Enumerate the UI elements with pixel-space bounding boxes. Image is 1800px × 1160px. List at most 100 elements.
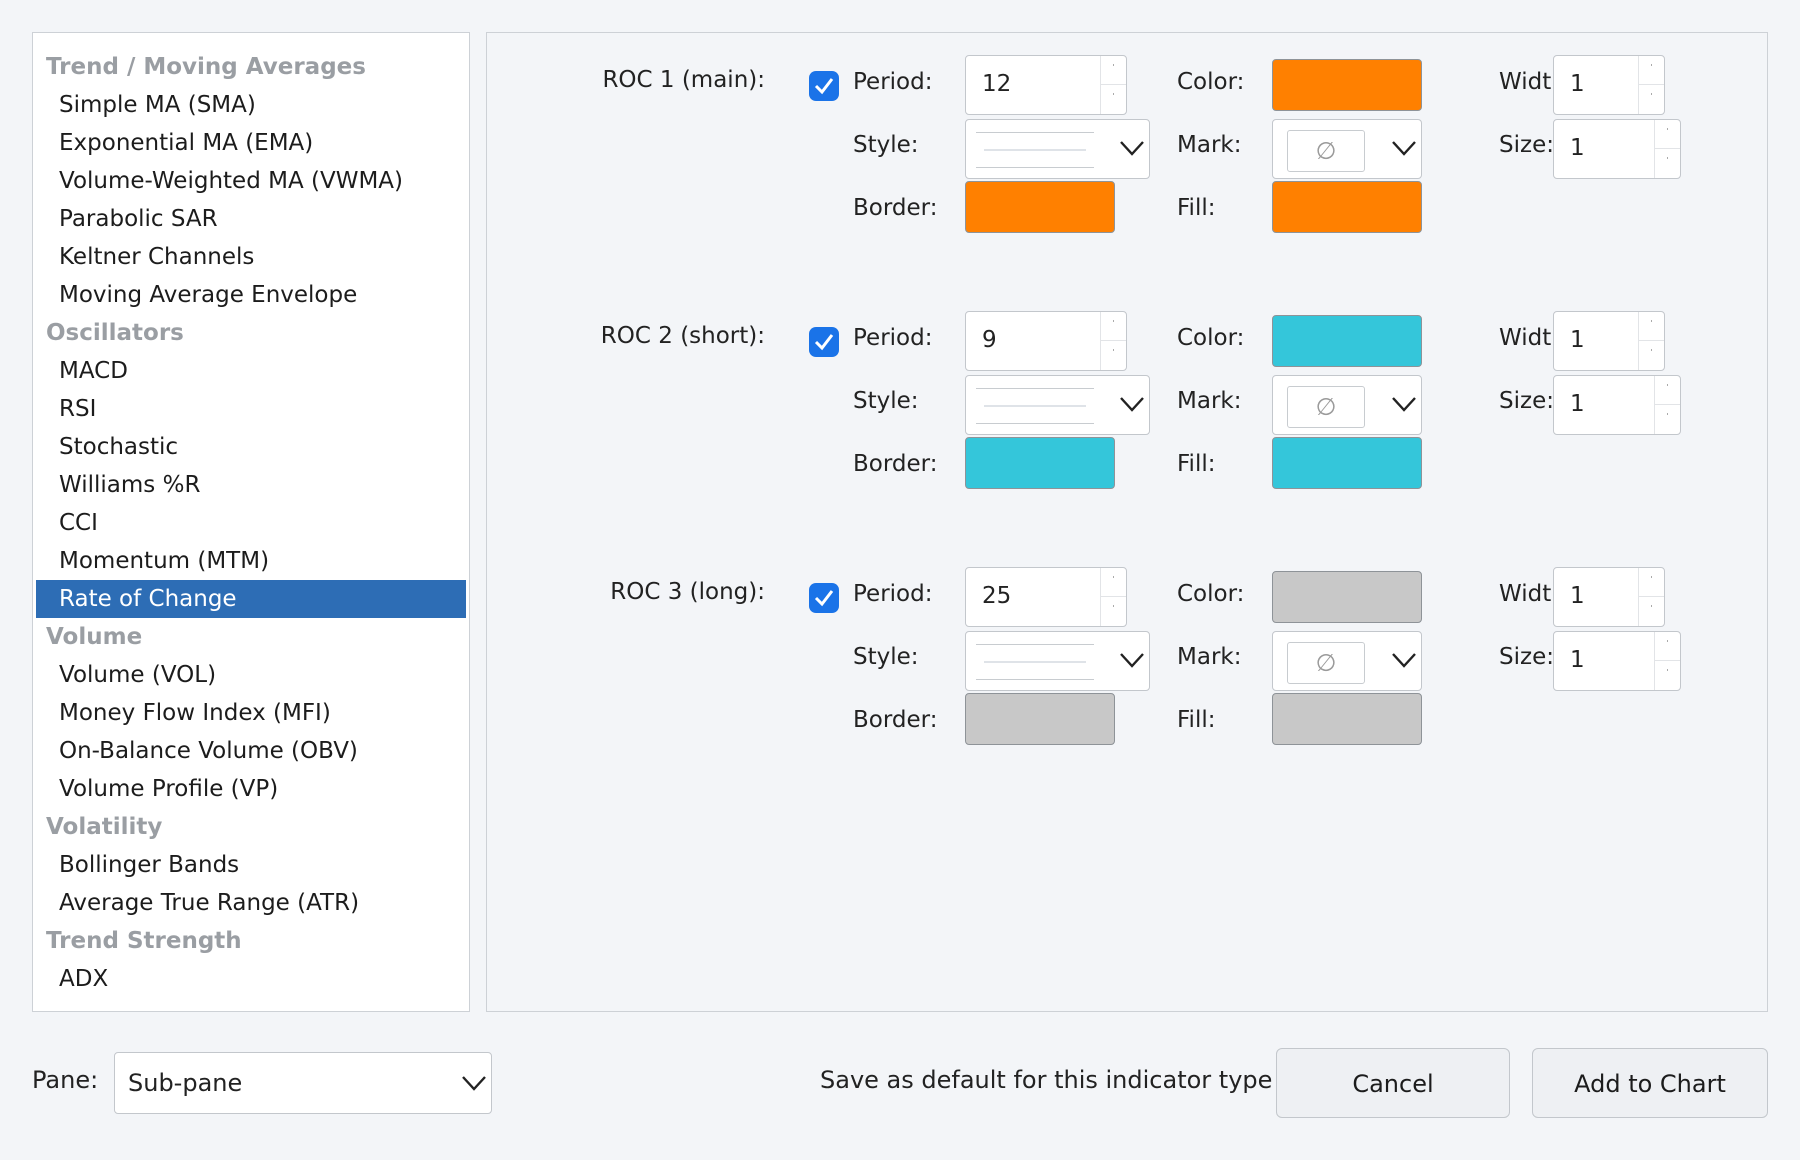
list-item[interactable]: Average True Range (ATR)	[59, 890, 360, 916]
roc-settings-panel: ROC 1 (main): Period: 12 ˙ ˙ Style: Bord…	[486, 32, 1768, 1012]
size-stepper[interactable]: 1 ˙ ˙	[1553, 119, 1681, 179]
spin-up-icon[interactable]: ˙	[1639, 312, 1664, 341]
spin-down-icon[interactable]: ˙	[1649, 349, 1654, 360]
period-label: Period:	[853, 325, 933, 351]
line-style-preview	[976, 132, 1094, 168]
width-stepper[interactable]: 1 ˙ ˙	[1553, 55, 1665, 115]
pane-select[interactable]: Sub-pane	[114, 1052, 492, 1114]
border-color-swatch[interactable]	[965, 693, 1115, 745]
width-stepper[interactable]: 1 ˙ ˙	[1553, 567, 1665, 627]
period-stepper[interactable]: 9 ˙ ˙	[965, 311, 1127, 371]
fill-label: Fill:	[1177, 195, 1216, 221]
spin-up-icon[interactable]: ˙	[1101, 312, 1126, 341]
line-style-select[interactable]	[965, 631, 1150, 691]
spin-down-icon[interactable]: ˙	[1665, 413, 1670, 424]
list-item[interactable]: Volume (VOL)	[59, 662, 217, 688]
size-stepper-value: 1	[1570, 135, 1585, 161]
spin-down-icon[interactable]: ˙	[1649, 93, 1654, 104]
list-item[interactable]: Exponential MA (EMA)	[59, 130, 314, 156]
cancel-button[interactable]: Cancel	[1276, 1048, 1510, 1118]
chevron-down-icon	[461, 1073, 487, 1097]
line-style-select[interactable]	[965, 375, 1150, 435]
width-stepper[interactable]: 1 ˙ ˙	[1553, 311, 1665, 371]
border-color-swatch[interactable]	[965, 181, 1115, 233]
spinner-arrows: ˙ ˙	[1638, 312, 1664, 370]
size-stepper[interactable]: 1 ˙ ˙	[1553, 631, 1681, 691]
empty-set-icon: ∅	[1287, 386, 1365, 428]
spin-up-icon[interactable]: ˙	[1101, 568, 1126, 597]
spin-up-icon[interactable]: ˙	[1655, 376, 1680, 405]
spin-down-icon[interactable]: ˙	[1665, 157, 1670, 168]
list-item[interactable]: ADX	[59, 966, 109, 992]
list-item[interactable]: Volume Profile (VP)	[59, 776, 279, 802]
spin-down-icon[interactable]: ˙	[1111, 605, 1116, 616]
border-label: Border:	[853, 195, 938, 221]
list-item[interactable]: Williams %R	[59, 472, 201, 498]
style-label: Style:	[853, 132, 919, 158]
list-item[interactable]: CCI	[59, 510, 98, 536]
list-item[interactable]: Keltner Channels	[59, 244, 255, 270]
enable-checkbox[interactable]	[809, 71, 839, 101]
list-item[interactable]: Money Flow Index (MFI)	[59, 700, 331, 726]
enable-checkbox[interactable]	[809, 327, 839, 357]
spin-up-icon[interactable]: ˙	[1655, 632, 1680, 661]
list-item[interactable]: Moving Average Envelope	[59, 282, 358, 308]
mark-label: Mark:	[1177, 132, 1242, 158]
spinner-arrows: ˙ ˙	[1654, 120, 1680, 178]
spin-up-icon[interactable]: ˙	[1639, 568, 1664, 597]
list-item[interactable]: Simple MA (SMA)	[59, 92, 256, 118]
roc-line-settings: ROC 3 (long): Period: 25 ˙ ˙ Style: Bord…	[487, 567, 1767, 767]
spin-down-icon[interactable]: ˙	[1665, 669, 1670, 680]
spinner-arrows: ˙ ˙	[1100, 312, 1126, 370]
indicator-list[interactable]: Trend / Moving Averages Simple MA (SMA) Ex…	[32, 32, 470, 1012]
save-default-label[interactable]: Save as default for this indicator type	[820, 1066, 1273, 1094]
width-stepper-value: 1	[1570, 583, 1585, 609]
line-color-swatch[interactable]	[1272, 59, 1422, 111]
roc-line-title: ROC 1 (main):	[602, 67, 765, 93]
fill-color-swatch[interactable]	[1272, 693, 1422, 745]
pane-label: Pane:	[32, 1066, 99, 1094]
border-color-swatch[interactable]	[965, 437, 1115, 489]
spin-down-icon[interactable]: ˙	[1111, 93, 1116, 104]
period-stepper-value: 9	[982, 327, 997, 353]
style-label: Style:	[853, 644, 919, 670]
list-item[interactable]: MACD	[59, 358, 128, 384]
add-to-chart-button[interactable]: Add to Chart	[1532, 1048, 1768, 1118]
list-item-selected[interactable]: Rate of Change	[36, 580, 466, 618]
spin-down-icon[interactable]: ˙	[1111, 349, 1116, 360]
list-group-header: Trend Strength	[46, 928, 242, 954]
period-stepper[interactable]: 12 ˙ ˙	[965, 55, 1127, 115]
mark-select[interactable]: ∅	[1272, 119, 1422, 179]
mark-select[interactable]: ∅	[1272, 631, 1422, 691]
spin-up-icon[interactable]: ˙	[1655, 120, 1680, 149]
spin-up-icon[interactable]: ˙	[1639, 56, 1664, 85]
period-stepper[interactable]: 25 ˙ ˙	[965, 567, 1127, 627]
size-stepper[interactable]: 1 ˙ ˙	[1553, 375, 1681, 435]
list-group-header: Trend / Moving Averages	[46, 54, 366, 80]
list-item[interactable]: Momentum (MTM)	[59, 548, 270, 574]
line-style-preview	[976, 388, 1094, 424]
spin-down-icon[interactable]: ˙	[1649, 605, 1654, 616]
list-item[interactable]: RSI	[59, 396, 97, 422]
line-color-swatch[interactable]	[1272, 571, 1422, 623]
period-stepper-value: 25	[982, 583, 1012, 609]
line-style-select[interactable]	[965, 119, 1150, 179]
spinner-arrows: ˙ ˙	[1654, 376, 1680, 434]
chevron-down-icon	[1119, 138, 1145, 162]
fill-color-swatch[interactable]	[1272, 437, 1422, 489]
list-item[interactable]: Parabolic SAR	[59, 206, 218, 232]
mark-select[interactable]: ∅	[1272, 375, 1422, 435]
chevron-down-icon	[1391, 138, 1417, 162]
enable-checkbox[interactable]	[809, 583, 839, 613]
spin-up-icon[interactable]: ˙	[1101, 56, 1126, 85]
color-label: Color:	[1177, 69, 1245, 95]
list-item[interactable]: Volume-Weighted MA (VWMA)	[59, 168, 403, 194]
line-color-swatch[interactable]	[1272, 315, 1422, 367]
width-stepper-value: 1	[1570, 71, 1585, 97]
list-item[interactable]: Stochastic	[59, 434, 179, 460]
size-stepper-value: 1	[1570, 391, 1585, 417]
list-item[interactable]: On-Balance Volume (OBV)	[59, 738, 358, 764]
fill-color-swatch[interactable]	[1272, 181, 1422, 233]
spinner-arrows: ˙ ˙	[1100, 568, 1126, 626]
list-item[interactable]: Bollinger Bands	[59, 852, 240, 878]
